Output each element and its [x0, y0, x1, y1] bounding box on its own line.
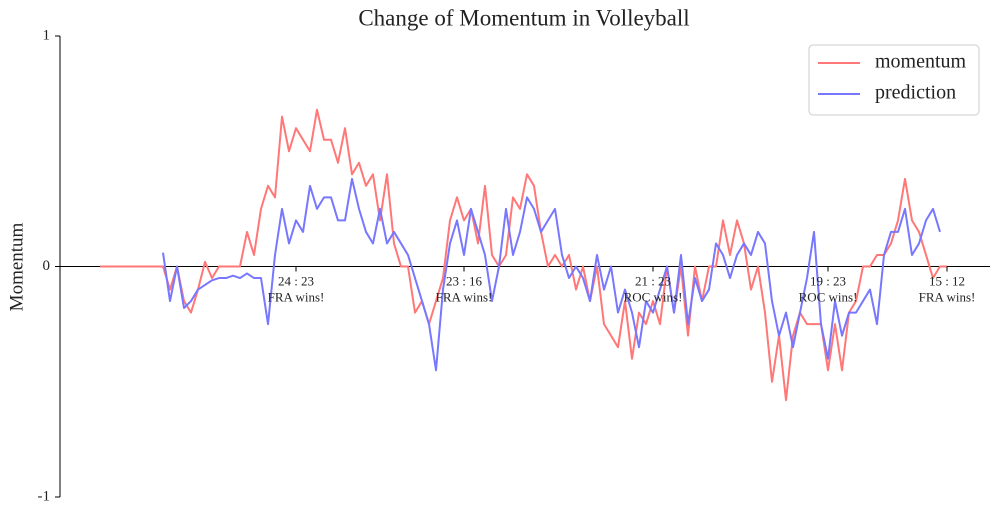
- y-tick-label: 1: [43, 27, 51, 43]
- legend-label: prediction: [875, 82, 956, 104]
- annotation-result: ROC wins!: [624, 289, 683, 304]
- annotation-result: FRA wins!: [919, 289, 976, 304]
- y-tick-label: 0: [43, 258, 51, 274]
- line-series: [162, 177, 941, 372]
- legend-label: momentum: [875, 51, 967, 73]
- annotation-score: 24 : 23: [278, 273, 314, 288]
- chart-title: Change of Momentum in Volleyball: [358, 5, 689, 30]
- annotation-result: FRA wins!: [436, 289, 493, 304]
- line-series: [100, 108, 947, 402]
- annotation-result: FRA wins!: [268, 289, 325, 304]
- annotation-result: ROC wins!: [799, 289, 858, 304]
- y-axis-label: Momentum: [6, 222, 27, 311]
- annotation-score: 23 : 16: [446, 273, 483, 288]
- y-tick-label: -1: [38, 488, 51, 504]
- annotation-score: 15 : 12: [929, 273, 965, 288]
- annotation-score: 21 : 23: [635, 273, 671, 288]
- annotation-score: 19 : 23: [810, 273, 846, 288]
